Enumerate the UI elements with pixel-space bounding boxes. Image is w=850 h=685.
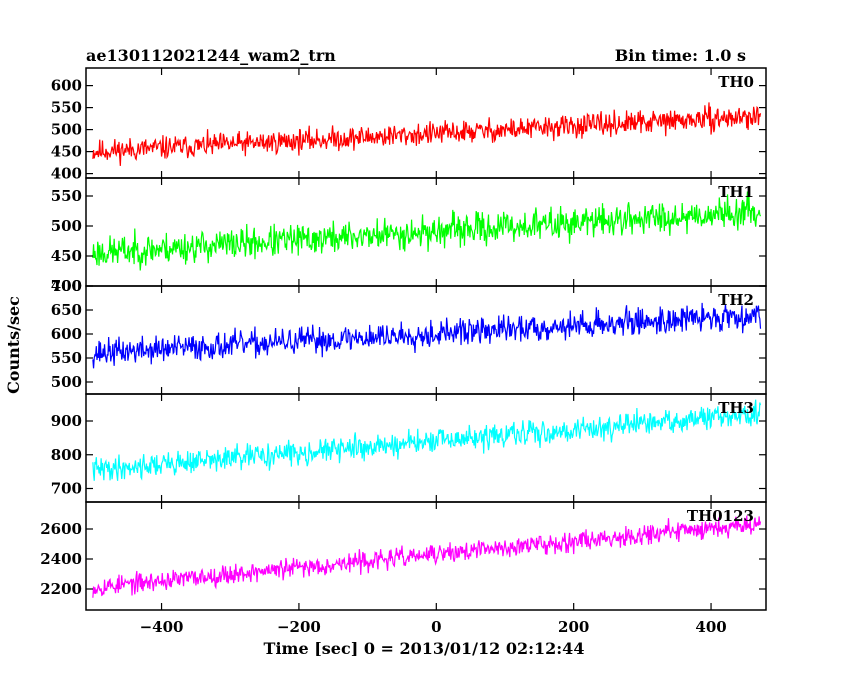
y-tick-label: 550	[51, 187, 82, 205]
panel-label-th3: TH3	[718, 399, 754, 417]
panel-label-th2: TH2	[718, 291, 754, 309]
panel-frame-th0123	[85, 501, 767, 611]
panels-group: 400 450 500 550 600 TH0 400 450 500 550 TH1 500 550 6…	[40, 67, 767, 636]
y-tick-label: 2600	[40, 520, 82, 538]
bin-time-label: Bin time: 1.0 s	[615, 46, 746, 65]
y-tick-label: 800	[51, 446, 82, 464]
x-tick-label: −200	[277, 618, 321, 636]
y-tick-label: 500	[51, 217, 82, 235]
y-tick-label: 550	[51, 99, 82, 117]
y-axis-label: Counts/sec	[4, 296, 23, 394]
panel-frame-th2	[85, 285, 767, 395]
y-tick-label: 450	[51, 247, 82, 265]
panel-frame-th3	[85, 393, 767, 503]
panel-label-th0: TH0	[718, 73, 754, 91]
y-tick-label: 500	[51, 121, 82, 139]
y-tick-label: 600	[51, 77, 82, 95]
y-tick-label: 450	[51, 143, 82, 161]
chart-title: ae130112021244_wam2_trn	[86, 46, 336, 65]
series-line-th3	[92, 399, 762, 481]
y-tick-label: 2200	[40, 580, 82, 598]
x-tick-label: 400	[695, 618, 726, 636]
y-tick-label: 2400	[40, 550, 82, 568]
panel-label-th0123: TH0123	[687, 507, 754, 525]
y-tick-label: 600	[51, 325, 82, 343]
y-tick-label: 900	[51, 412, 82, 430]
y-tick-label: 400	[51, 277, 82, 295]
x-axis-label: Time [sec] 0 = 2013/01/12 02:12:44	[264, 639, 585, 658]
y-tick-label: 500	[51, 373, 82, 391]
y-tick-label: 650	[51, 301, 82, 319]
x-tick-label: −400	[140, 618, 184, 636]
series-line-th0	[92, 102, 762, 166]
x-tick-label: 200	[558, 618, 589, 636]
y-tick-label: 700	[51, 277, 82, 295]
series-line-th0123	[92, 515, 762, 598]
y-tick-label: 550	[51, 349, 82, 367]
series-line-th2	[92, 302, 762, 369]
y-tick-label: 700	[51, 480, 82, 498]
series-line-th1	[92, 191, 762, 271]
y-tick-label: 400	[51, 165, 82, 183]
x-tick-label: 0	[431, 618, 441, 636]
panel-label-th1: TH1	[718, 183, 754, 201]
